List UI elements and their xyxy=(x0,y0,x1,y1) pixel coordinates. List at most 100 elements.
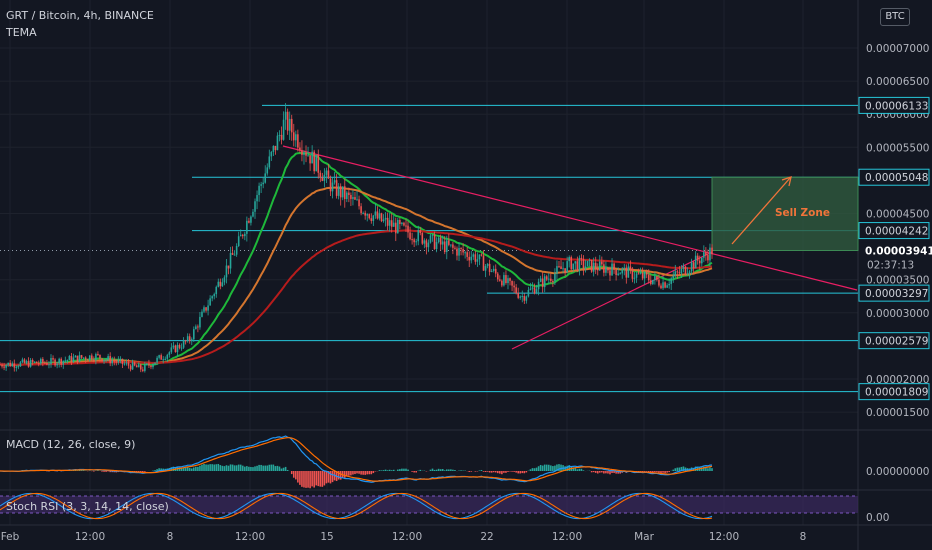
candle xyxy=(154,362,156,365)
candle-body xyxy=(709,247,711,261)
candle xyxy=(286,108,289,135)
candle xyxy=(401,222,403,226)
candle-body xyxy=(164,358,167,360)
candle-body xyxy=(700,257,703,264)
candle-body xyxy=(527,289,530,297)
candle-body xyxy=(303,152,305,155)
candle xyxy=(666,283,668,289)
candle xyxy=(282,111,285,141)
candle xyxy=(586,260,589,267)
candle xyxy=(494,264,497,278)
candle-body xyxy=(174,345,177,353)
candle-body xyxy=(133,362,136,366)
candle xyxy=(341,186,344,201)
candle xyxy=(558,260,560,268)
sell-zone-arrow xyxy=(731,176,792,245)
candle-body xyxy=(397,220,399,234)
candle-body xyxy=(515,287,517,294)
candle-body xyxy=(178,344,181,348)
candle xyxy=(649,274,652,286)
candle xyxy=(621,266,624,279)
candle-body xyxy=(560,266,562,269)
candle xyxy=(705,247,707,261)
candle-body xyxy=(327,170,330,179)
candle-body xyxy=(452,244,454,248)
candle-body xyxy=(441,241,444,245)
candle-body xyxy=(190,339,193,341)
candle xyxy=(148,359,150,368)
candle-body xyxy=(166,354,169,359)
candle xyxy=(125,359,128,366)
candle-body xyxy=(617,273,619,275)
candle xyxy=(91,353,93,362)
candle-body xyxy=(144,364,146,371)
candle xyxy=(607,266,609,274)
candle xyxy=(229,246,232,274)
candle-body xyxy=(484,266,487,271)
candle xyxy=(350,192,352,207)
level-price-tag xyxy=(858,332,930,350)
candle-body xyxy=(297,134,299,148)
candle xyxy=(523,293,526,304)
candle-body xyxy=(182,340,185,348)
candle-body xyxy=(494,268,497,274)
candle xyxy=(560,259,562,270)
candle-body xyxy=(127,362,130,366)
macd-label[interactable]: MACD (12, 26, close, 9) xyxy=(6,438,136,451)
candle xyxy=(460,247,462,256)
candle-body xyxy=(464,252,466,254)
candle xyxy=(380,212,383,223)
candle-body xyxy=(437,237,440,243)
candle xyxy=(531,282,534,293)
candle-body xyxy=(203,307,205,312)
candle-body xyxy=(117,359,120,363)
candle-body xyxy=(456,248,458,256)
candle xyxy=(180,343,183,351)
candle xyxy=(437,236,440,244)
candle xyxy=(468,251,471,268)
candle xyxy=(615,269,617,281)
candle xyxy=(346,190,348,203)
candle xyxy=(193,326,195,342)
candle xyxy=(215,285,218,298)
candle xyxy=(386,212,389,231)
candle xyxy=(176,342,179,357)
candle-body xyxy=(688,271,691,274)
candle xyxy=(78,351,81,363)
level-price-tag xyxy=(858,383,930,401)
candle-body xyxy=(241,234,244,237)
x-tick-label: Mar xyxy=(634,531,654,543)
candle xyxy=(472,252,475,260)
candle xyxy=(574,261,577,270)
x-tick-label: 8 xyxy=(167,531,174,543)
candle-body xyxy=(205,307,207,311)
candle xyxy=(637,268,640,275)
candle-body xyxy=(572,263,575,270)
candle xyxy=(44,360,46,365)
candle xyxy=(421,232,424,246)
candle xyxy=(392,214,395,227)
candle xyxy=(415,238,417,246)
level-price-text: 0.00002579 xyxy=(865,336,928,348)
candle-body xyxy=(237,236,240,247)
candle xyxy=(315,154,318,172)
candle-body xyxy=(354,197,356,200)
candle-body xyxy=(568,256,570,262)
candle xyxy=(170,343,173,354)
indicator-label[interactable]: TEMA xyxy=(6,26,37,39)
candle-body xyxy=(629,266,632,269)
candle-body xyxy=(537,281,540,290)
candle-body xyxy=(543,276,546,288)
candle-body xyxy=(694,255,697,269)
candle xyxy=(262,176,264,189)
stoch-rsi-label[interactable]: Stoch RSI (3, 3, 14, 14, close) xyxy=(6,500,169,513)
candle-body xyxy=(186,336,189,342)
currency-button[interactable]: BTC xyxy=(880,8,910,26)
candle xyxy=(203,305,205,314)
candle xyxy=(601,256,603,266)
candle-body xyxy=(27,361,30,367)
candle-body xyxy=(64,360,67,362)
candle xyxy=(527,286,530,298)
level-price-text: 0.00006133 xyxy=(865,100,928,112)
